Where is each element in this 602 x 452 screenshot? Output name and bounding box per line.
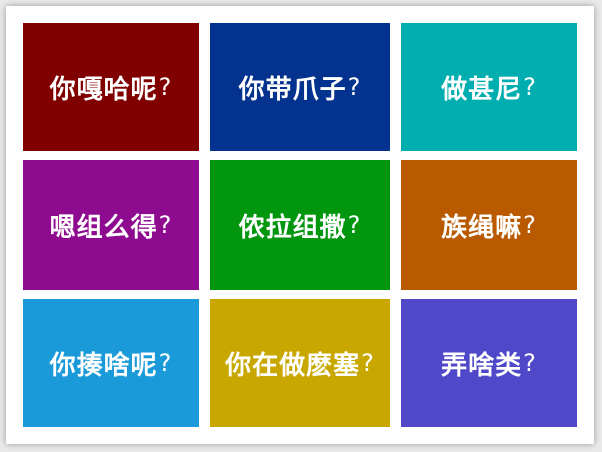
- tile-label: 你嘎哈呢: [49, 74, 158, 105]
- tile-label: 你在做麽塞: [225, 350, 361, 381]
- tile-label: 做甚尼: [441, 74, 523, 105]
- tile-label: 嗯组么得: [49, 212, 158, 243]
- question-mark: ?: [158, 211, 173, 239]
- tile-3[interactable]: 做甚尼?: [401, 23, 577, 151]
- question-mark: ?: [158, 73, 173, 101]
- question-mark: ?: [347, 73, 362, 101]
- tile-5[interactable]: 侬拉组撒?: [210, 160, 390, 290]
- tile-label: 你揍啥呢: [49, 350, 158, 381]
- tile-2[interactable]: 你带爪子?: [210, 23, 390, 151]
- question-mark: ?: [523, 73, 537, 101]
- tile-4[interactable]: 嗯组么得?: [23, 160, 199, 290]
- tile-9[interactable]: 弄啥类?: [401, 299, 577, 427]
- tile-label: 族绳嘛: [441, 212, 523, 243]
- question-mark: ?: [158, 349, 173, 377]
- tile-7[interactable]: 你揍啥呢?: [23, 299, 199, 427]
- tile-label: 你带爪子: [238, 74, 347, 105]
- tile-6[interactable]: 族绳嘛?: [401, 160, 577, 290]
- question-mark: ?: [347, 211, 362, 239]
- question-mark: ?: [361, 349, 375, 377]
- tile-label: 弄啥类: [441, 350, 523, 381]
- question-mark: ?: [523, 211, 537, 239]
- picture-frame: 你嘎哈呢? 你带爪子? 做甚尼? 嗯组么得? 侬拉组撒? 族绳嘛? 你揍啥呢? …: [6, 6, 594, 444]
- tile-grid: 你嘎哈呢? 你带爪子? 做甚尼? 嗯组么得? 侬拉组撒? 族绳嘛? 你揍啥呢? …: [23, 23, 578, 427]
- tile-1[interactable]: 你嘎哈呢?: [23, 23, 199, 151]
- tile-8[interactable]: 你在做麽塞?: [210, 299, 390, 427]
- tile-label: 侬拉组撒: [238, 212, 347, 243]
- question-mark: ?: [523, 349, 537, 377]
